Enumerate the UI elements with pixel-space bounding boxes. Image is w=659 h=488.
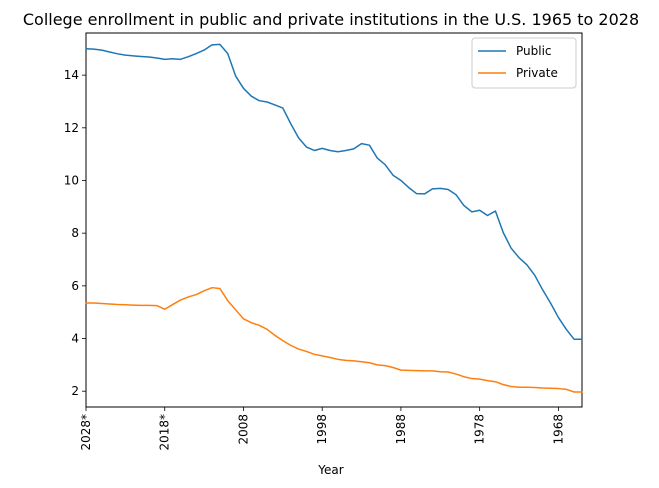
series-line-public: [85, 43, 583, 341]
legend-label-public: Public: [516, 44, 552, 58]
y-tick-label: 10: [64, 173, 79, 187]
y-tick-label: 4: [71, 332, 79, 346]
y-tick-label: 2: [71, 384, 79, 398]
y-tick-label: 12: [64, 121, 79, 135]
x-axis: 2028* 2018* 2008 1998 1988 1978 1968: [79, 407, 565, 451]
legend: Public Private: [471, 37, 577, 89]
x-tick-label: 1968: [551, 414, 565, 445]
plot-frame: [85, 32, 583, 408]
y-tick-label: 8: [71, 226, 79, 240]
x-tick-label: 1988: [394, 414, 408, 445]
series-line-private: [85, 286, 583, 393]
y-tick-label: 14: [64, 68, 79, 82]
legend-label-private: Private: [516, 66, 558, 80]
series-layer: [85, 43, 583, 393]
y-axis: 2 4 6 8 10 12 14: [64, 68, 86, 398]
y-tick-label: 6: [71, 279, 79, 293]
chart-title: College enrollment in public and private…: [23, 10, 639, 29]
x-tick-label: 2028*: [79, 414, 93, 451]
x-tick-label: 1998: [315, 414, 329, 445]
x-tick-label: 2018*: [158, 414, 172, 451]
x-tick-label: 2008: [236, 414, 250, 445]
plot-area: [85, 32, 583, 408]
x-axis-label: Year: [317, 463, 343, 477]
x-tick-label: 1978: [473, 414, 487, 445]
